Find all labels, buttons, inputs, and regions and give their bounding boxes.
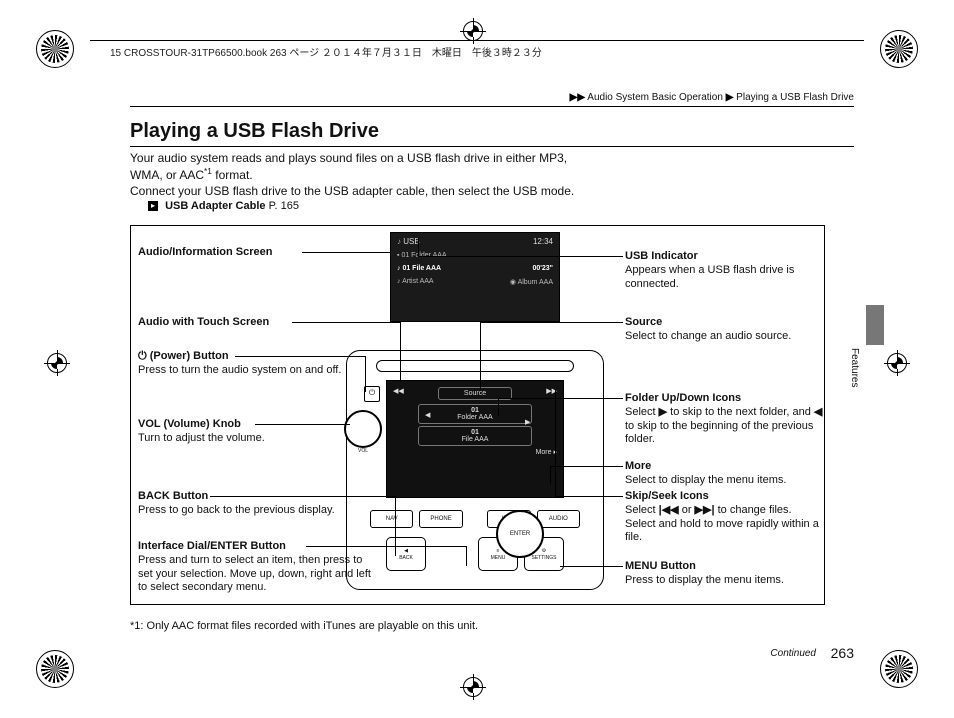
section-tab-label: Features: [849, 348, 860, 387]
registration-mark-icon: [460, 674, 486, 700]
registration-mark-icon: [884, 350, 910, 376]
leader-line: [418, 238, 419, 256]
reference-label: USB Adapter Cable: [165, 200, 265, 212]
cross-reference: ▸ USB Adapter Cable P. 165: [148, 200, 299, 212]
callout-volume-knob: VOL (Volume) Knob Turn to adjust the vol…: [138, 418, 348, 446]
divider: [130, 146, 854, 147]
leader-line: [480, 322, 623, 323]
seek-prev-icon: |◀◀: [659, 504, 679, 516]
leader-line: [555, 496, 623, 497]
leader-line: [555, 390, 556, 496]
leader-line: [418, 256, 623, 257]
callout-more: More Select to display the menu items.: [625, 460, 815, 488]
print-header: 15 CROSSTOUR-31TP66500.book 263 ページ ２０１４…: [110, 44, 542, 59]
intro-text: Your audio system reads and plays sound …: [130, 150, 844, 200]
reference-page: P. 165: [269, 200, 299, 212]
screen-clock: 12:34: [533, 237, 553, 246]
leader-line: [292, 322, 400, 323]
breadcrumb-item: Playing a USB Flash Drive: [736, 92, 854, 103]
nav-button: NAV: [370, 510, 413, 528]
page-title: Playing a USB Flash Drive: [130, 120, 379, 143]
audio-info-screen: ♪ USB 12:34 ▪ 01 Folder AAA ♪ 01 File AA…: [390, 232, 560, 322]
crop-mark-icon: [36, 30, 74, 68]
file-display: 01File AAA: [418, 426, 532, 446]
callout-source: Source Select to change an audio source.: [625, 316, 815, 344]
registration-mark-icon: [44, 350, 70, 376]
leader-line: [302, 252, 390, 253]
leader-line: [235, 356, 365, 357]
folder-display: ◀ 01Folder AAA ▶: [418, 404, 532, 424]
control-row: ◀BACK ENTER ≡MENU ⚙SETTINGS: [386, 536, 564, 572]
screen-source: ♪ USB: [397, 237, 420, 246]
leader-line: [400, 322, 401, 382]
page-number: 263: [831, 645, 854, 661]
footnote: *1: Only AAC format files recorded with …: [130, 620, 478, 632]
leader-line: [466, 546, 467, 566]
section-tab: [866, 305, 884, 345]
screen-row: ♪ 01 File AAA00'23": [397, 265, 553, 272]
leader-line: [560, 566, 623, 567]
play-next-icon: ▶: [659, 406, 667, 418]
leader-line: [550, 466, 551, 484]
leader-line: [498, 398, 499, 416]
crop-mark-icon: [880, 30, 918, 68]
leader-line: [306, 546, 466, 547]
callout-skip-seek: Skip/Seek Icons Select |◀◀ or ▶▶| to cha…: [625, 490, 825, 545]
leader-line: [550, 466, 623, 467]
back-button: ◀BACK: [386, 537, 426, 571]
callout-folder-icons: Folder Up/Down Icons Select ▶ to skip to…: [625, 392, 825, 447]
hard-button-row: NAV PHONE INFO AUDIO: [370, 510, 580, 528]
phone-button: PHONE: [419, 510, 462, 528]
callout-back-button: BACK Button Press to go back to the prev…: [138, 490, 358, 518]
enter-dial: ENTER: [496, 510, 544, 558]
intro-line: Your audio system reads and plays sound …: [130, 150, 844, 166]
audio-button: AUDIO: [537, 510, 580, 528]
continued-label: Continued: [770, 648, 816, 659]
intro-line: WMA, or AAC*1 format.: [130, 166, 844, 183]
volume-knob: VOL: [344, 410, 382, 448]
audio-unit-illustration: ⏻ VOL ◀◀ Source ▶▶ ◀ 01Folder AAA ▶ 01Fi…: [346, 350, 604, 590]
breadcrumb: ▶▶ Audio System Basic Operation ▶ Playin…: [570, 92, 854, 103]
crop-mark-icon: [36, 650, 74, 688]
power-button-icon: ⏻: [364, 386, 380, 402]
manual-page: 15 CROSSTOUR-31TP66500.book 263 ページ ２０１４…: [0, 0, 954, 718]
intro-line: Connect your USB flash drive to the USB …: [130, 183, 844, 199]
leader-line: [480, 322, 481, 390]
leader-line: [498, 398, 623, 399]
leader-line: [395, 496, 396, 556]
callout-usb-indicator: USB Indicator Appears when a USB flash d…: [625, 250, 815, 291]
leader-line: [210, 496, 395, 497]
divider: [130, 106, 854, 107]
breadcrumb-item: Audio System Basic Operation: [587, 92, 723, 103]
callout-interface-dial: Interface Dial/ENTER Button Press and tu…: [138, 540, 378, 595]
seek-next-icon: ▶▶|: [695, 504, 715, 516]
crop-mark-icon: [880, 650, 918, 688]
breadcrumb-arrow-icon: ▶▶: [570, 92, 585, 103]
screen-row: ♪ Artist AAA ◉ Album AAA: [397, 278, 553, 286]
callout-power-button: ⏻ (Power) Button Press to turn the audio…: [138, 350, 348, 378]
breadcrumb-arrow-icon: ▶: [726, 92, 734, 103]
more-button: More: [536, 449, 552, 456]
reference-icon: ▸: [148, 201, 158, 211]
leader-line: [255, 424, 350, 425]
cd-slot: [376, 360, 574, 372]
seek-prev-icon: ◀◀: [393, 387, 404, 400]
callout-menu-button: MENU Button Press to display the menu it…: [625, 560, 815, 588]
leader-line: [365, 356, 366, 392]
play-prev-icon: ◀: [814, 406, 822, 418]
